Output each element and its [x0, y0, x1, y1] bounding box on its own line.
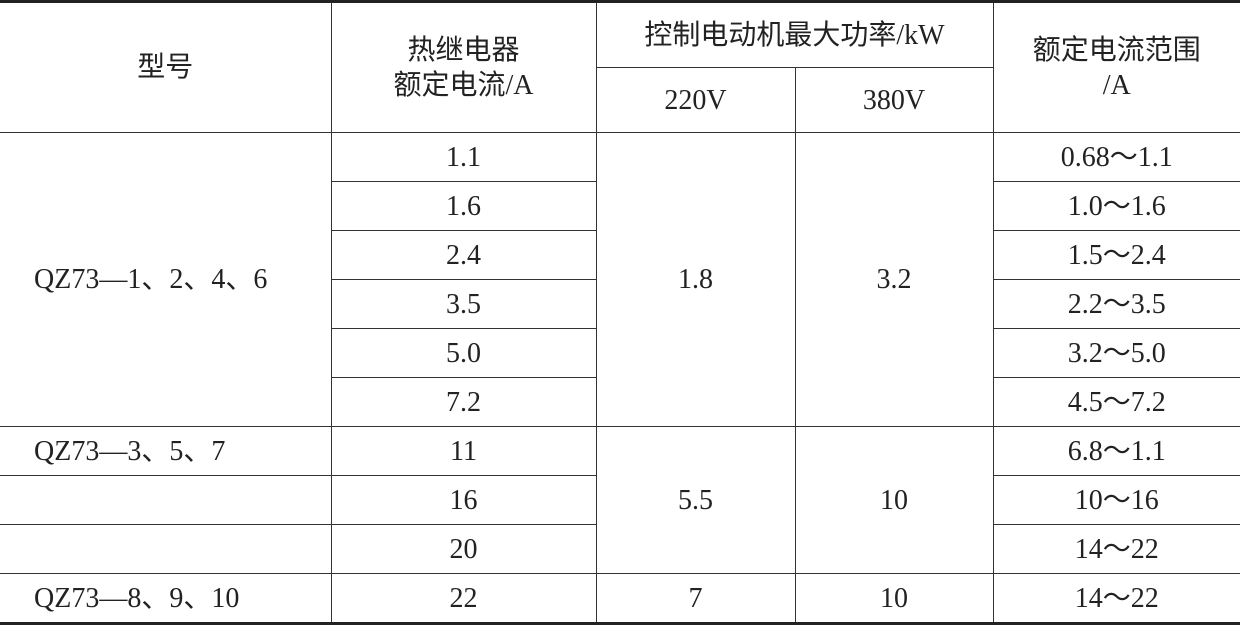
cell: 11 [450, 435, 477, 467]
header-cell: 额定电流/A [393, 69, 534, 101]
cell: 2.4 [446, 239, 481, 271]
header-cell: 控制电动机最大功率/kW [644, 19, 945, 51]
cell: 10 [880, 582, 908, 614]
model: QZ73—3、5、7 [34, 435, 226, 467]
cell: 10 [880, 484, 908, 516]
header-cell: 220V [664, 84, 727, 116]
cell: 20 [449, 533, 478, 565]
cell: 2.2～3.5 [1067, 288, 1166, 320]
cell: 0.68～1.1 [1060, 141, 1173, 173]
cell: 1.0～1.6 [1067, 190, 1166, 222]
cell: 1.1 [446, 141, 481, 173]
model: QZ73—8、9、10 [34, 582, 240, 614]
cell: 1.8 [678, 264, 713, 295]
cell: 10～16 [1074, 484, 1159, 516]
header-cell: 热继电器 [407, 34, 520, 66]
model: QZ73—1、2、4、6 [34, 264, 268, 295]
cell: 14～22 [1074, 582, 1159, 614]
cell: 1.5～2.4 [1067, 239, 1166, 271]
cell: 1.6 [446, 190, 481, 222]
cell: 6.8～1.1 [1067, 435, 1166, 467]
header-cell: /A [1102, 69, 1131, 101]
cell: 5.5 [678, 484, 713, 516]
cell: 5.0 [446, 337, 481, 369]
cell: 22 [449, 582, 478, 614]
cell: 16 [449, 484, 478, 516]
cell: 7 [688, 582, 703, 614]
cell: 3.5 [446, 288, 481, 320]
header-cell: 380V [862, 84, 926, 116]
cell: 3.2 [876, 264, 912, 295]
cell: 14～22 [1074, 533, 1159, 565]
header-cell: 型号 [137, 52, 194, 83]
cell: 3.2～5.0 [1067, 337, 1166, 369]
header-cell: 额定电流范围 [1032, 34, 1201, 66]
cell: 4.5～7.2 [1067, 386, 1166, 418]
cell: 7.2 [446, 386, 481, 418]
